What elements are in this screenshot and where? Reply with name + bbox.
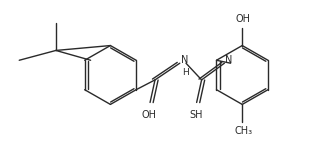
Text: CH₃: CH₃ (234, 126, 252, 136)
Text: OH: OH (236, 13, 251, 24)
Text: SH: SH (189, 110, 203, 120)
Text: N: N (181, 55, 188, 65)
Text: H: H (182, 68, 188, 77)
Text: OH: OH (141, 110, 156, 120)
Text: N: N (225, 55, 233, 65)
